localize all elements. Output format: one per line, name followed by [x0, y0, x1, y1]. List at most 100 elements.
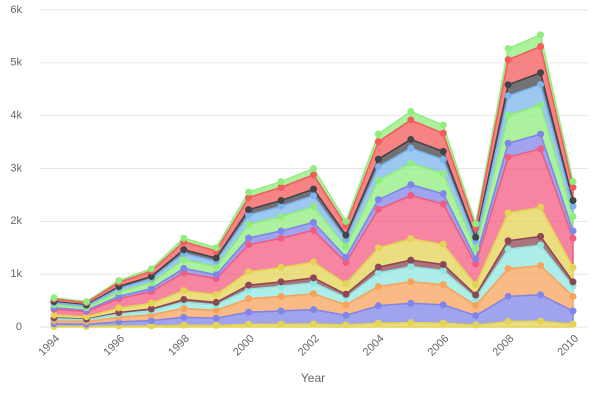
- point: [374, 282, 382, 290]
- point: [407, 116, 415, 124]
- x-tick-label: 1994: [36, 333, 62, 359]
- point: [569, 178, 577, 186]
- point: [180, 304, 188, 312]
- point: [537, 317, 545, 325]
- point: [277, 202, 285, 210]
- point: [504, 56, 512, 64]
- point: [407, 181, 415, 189]
- point: [342, 253, 350, 261]
- point: [245, 281, 253, 289]
- point: [504, 292, 512, 300]
- point: [115, 277, 123, 285]
- point: [472, 321, 480, 329]
- point: [439, 267, 447, 275]
- point: [504, 153, 512, 161]
- point: [310, 171, 317, 179]
- point: [439, 240, 447, 248]
- point: [310, 320, 317, 328]
- y-tick-label: 0: [16, 321, 22, 333]
- point: [277, 263, 285, 271]
- point: [180, 256, 188, 264]
- point: [310, 165, 317, 172]
- point: [537, 145, 545, 153]
- point: [472, 233, 480, 241]
- point: [407, 263, 415, 271]
- point: [212, 321, 220, 329]
- point: [277, 212, 285, 220]
- point: [439, 319, 447, 327]
- point: [212, 263, 220, 271]
- point: [374, 176, 382, 184]
- point: [537, 101, 545, 109]
- point: [569, 292, 577, 300]
- point: [569, 212, 577, 220]
- point: [245, 206, 253, 214]
- point: [472, 301, 480, 309]
- point: [342, 243, 350, 251]
- point: [537, 241, 545, 249]
- point: [212, 244, 220, 252]
- x-tick-label: 1998: [166, 333, 192, 359]
- point: [374, 155, 382, 163]
- point: [537, 291, 545, 299]
- point: [245, 188, 253, 196]
- point: [569, 227, 577, 235]
- point: [310, 218, 317, 226]
- point: [310, 290, 317, 298]
- point: [374, 244, 382, 252]
- point: [245, 234, 253, 242]
- y-tick-label: 2k: [10, 215, 22, 227]
- y-tick-label: 6k: [10, 4, 22, 16]
- point: [374, 302, 382, 310]
- point: [439, 129, 447, 137]
- point: [147, 272, 155, 280]
- point: [569, 278, 577, 286]
- point: [277, 278, 285, 286]
- point: [277, 183, 285, 191]
- x-axis-title: Year: [301, 371, 325, 385]
- point: [277, 178, 285, 186]
- x-tick-label: 2002: [296, 333, 322, 359]
- point: [180, 321, 188, 329]
- point: [180, 295, 188, 303]
- point: [537, 69, 545, 77]
- point: [180, 246, 188, 254]
- point: [342, 290, 350, 298]
- point: [374, 205, 382, 213]
- point: [212, 298, 220, 306]
- point: [212, 271, 220, 279]
- point: [342, 301, 350, 309]
- x-tick-label: 2010: [555, 333, 581, 359]
- point: [407, 135, 415, 143]
- y-tick-label: 1k: [10, 268, 22, 280]
- y-tick-label: 5k: [10, 57, 22, 69]
- point: [439, 121, 447, 129]
- point: [277, 307, 285, 315]
- point: [472, 312, 480, 320]
- point: [537, 31, 545, 39]
- point: [407, 191, 415, 199]
- point: [374, 138, 382, 146]
- point: [374, 319, 382, 327]
- point: [504, 92, 512, 100]
- point: [504, 209, 512, 217]
- point: [504, 81, 512, 89]
- point: [50, 311, 58, 319]
- x-tick-label: 2004: [361, 333, 387, 359]
- point: [472, 291, 480, 299]
- point: [569, 196, 577, 204]
- point: [342, 217, 350, 225]
- x-tick-label: 2006: [426, 333, 452, 359]
- point: [212, 314, 220, 322]
- point: [569, 234, 577, 242]
- point: [472, 220, 480, 228]
- point: [439, 281, 447, 289]
- point: [212, 291, 220, 299]
- point: [504, 245, 512, 253]
- point: [537, 80, 545, 88]
- point: [82, 313, 90, 321]
- point: [310, 191, 317, 199]
- point: [439, 170, 447, 178]
- point: [180, 313, 188, 321]
